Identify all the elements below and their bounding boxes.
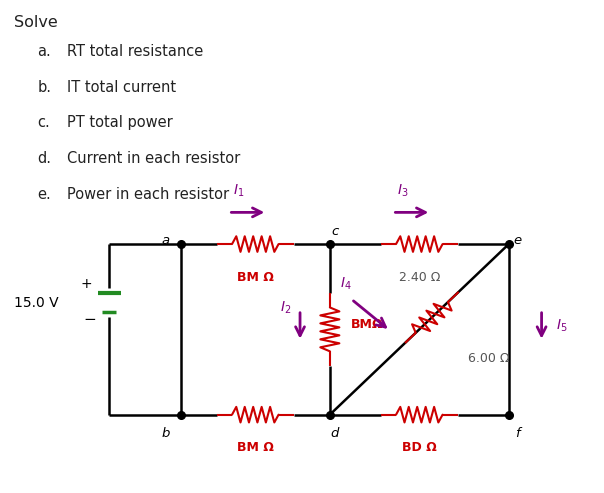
Text: e: e [513, 234, 522, 246]
Text: RT total resistance: RT total resistance [68, 44, 204, 59]
Text: 6.00 Ω: 6.00 Ω [467, 352, 509, 364]
Text: a: a [162, 234, 170, 246]
Text: d.: d. [37, 151, 51, 166]
Text: Current in each resistor: Current in each resistor [68, 151, 240, 166]
Text: 2.40 Ω: 2.40 Ω [399, 271, 440, 284]
Text: $I_2$: $I_2$ [280, 299, 291, 316]
Text: $I_4$: $I_4$ [339, 276, 351, 292]
Text: BM Ω: BM Ω [237, 271, 274, 284]
Text: +: + [80, 277, 92, 291]
Text: b.: b. [37, 80, 51, 95]
Text: $I_5$: $I_5$ [556, 317, 568, 334]
Text: 15.0 V: 15.0 V [14, 296, 59, 310]
Text: c.: c. [37, 115, 50, 130]
Text: BD Ω: BD Ω [402, 441, 437, 455]
Text: BM Ω: BM Ω [237, 441, 274, 455]
Text: Solve: Solve [14, 15, 57, 30]
Text: −: − [84, 312, 97, 327]
Text: d: d [330, 426, 339, 440]
Text: a.: a. [37, 44, 51, 59]
Text: Power in each resistor: Power in each resistor [68, 186, 230, 202]
Text: b: b [162, 426, 170, 440]
Text: c: c [331, 225, 338, 239]
Text: PT total power: PT total power [68, 115, 173, 130]
Text: e.: e. [37, 186, 51, 202]
Text: f: f [515, 426, 520, 440]
Text: $I_3$: $I_3$ [397, 182, 409, 199]
Text: IT total current: IT total current [68, 80, 176, 95]
Text: $I_1$: $I_1$ [233, 182, 245, 199]
Text: BMΩ: BMΩ [351, 318, 383, 331]
